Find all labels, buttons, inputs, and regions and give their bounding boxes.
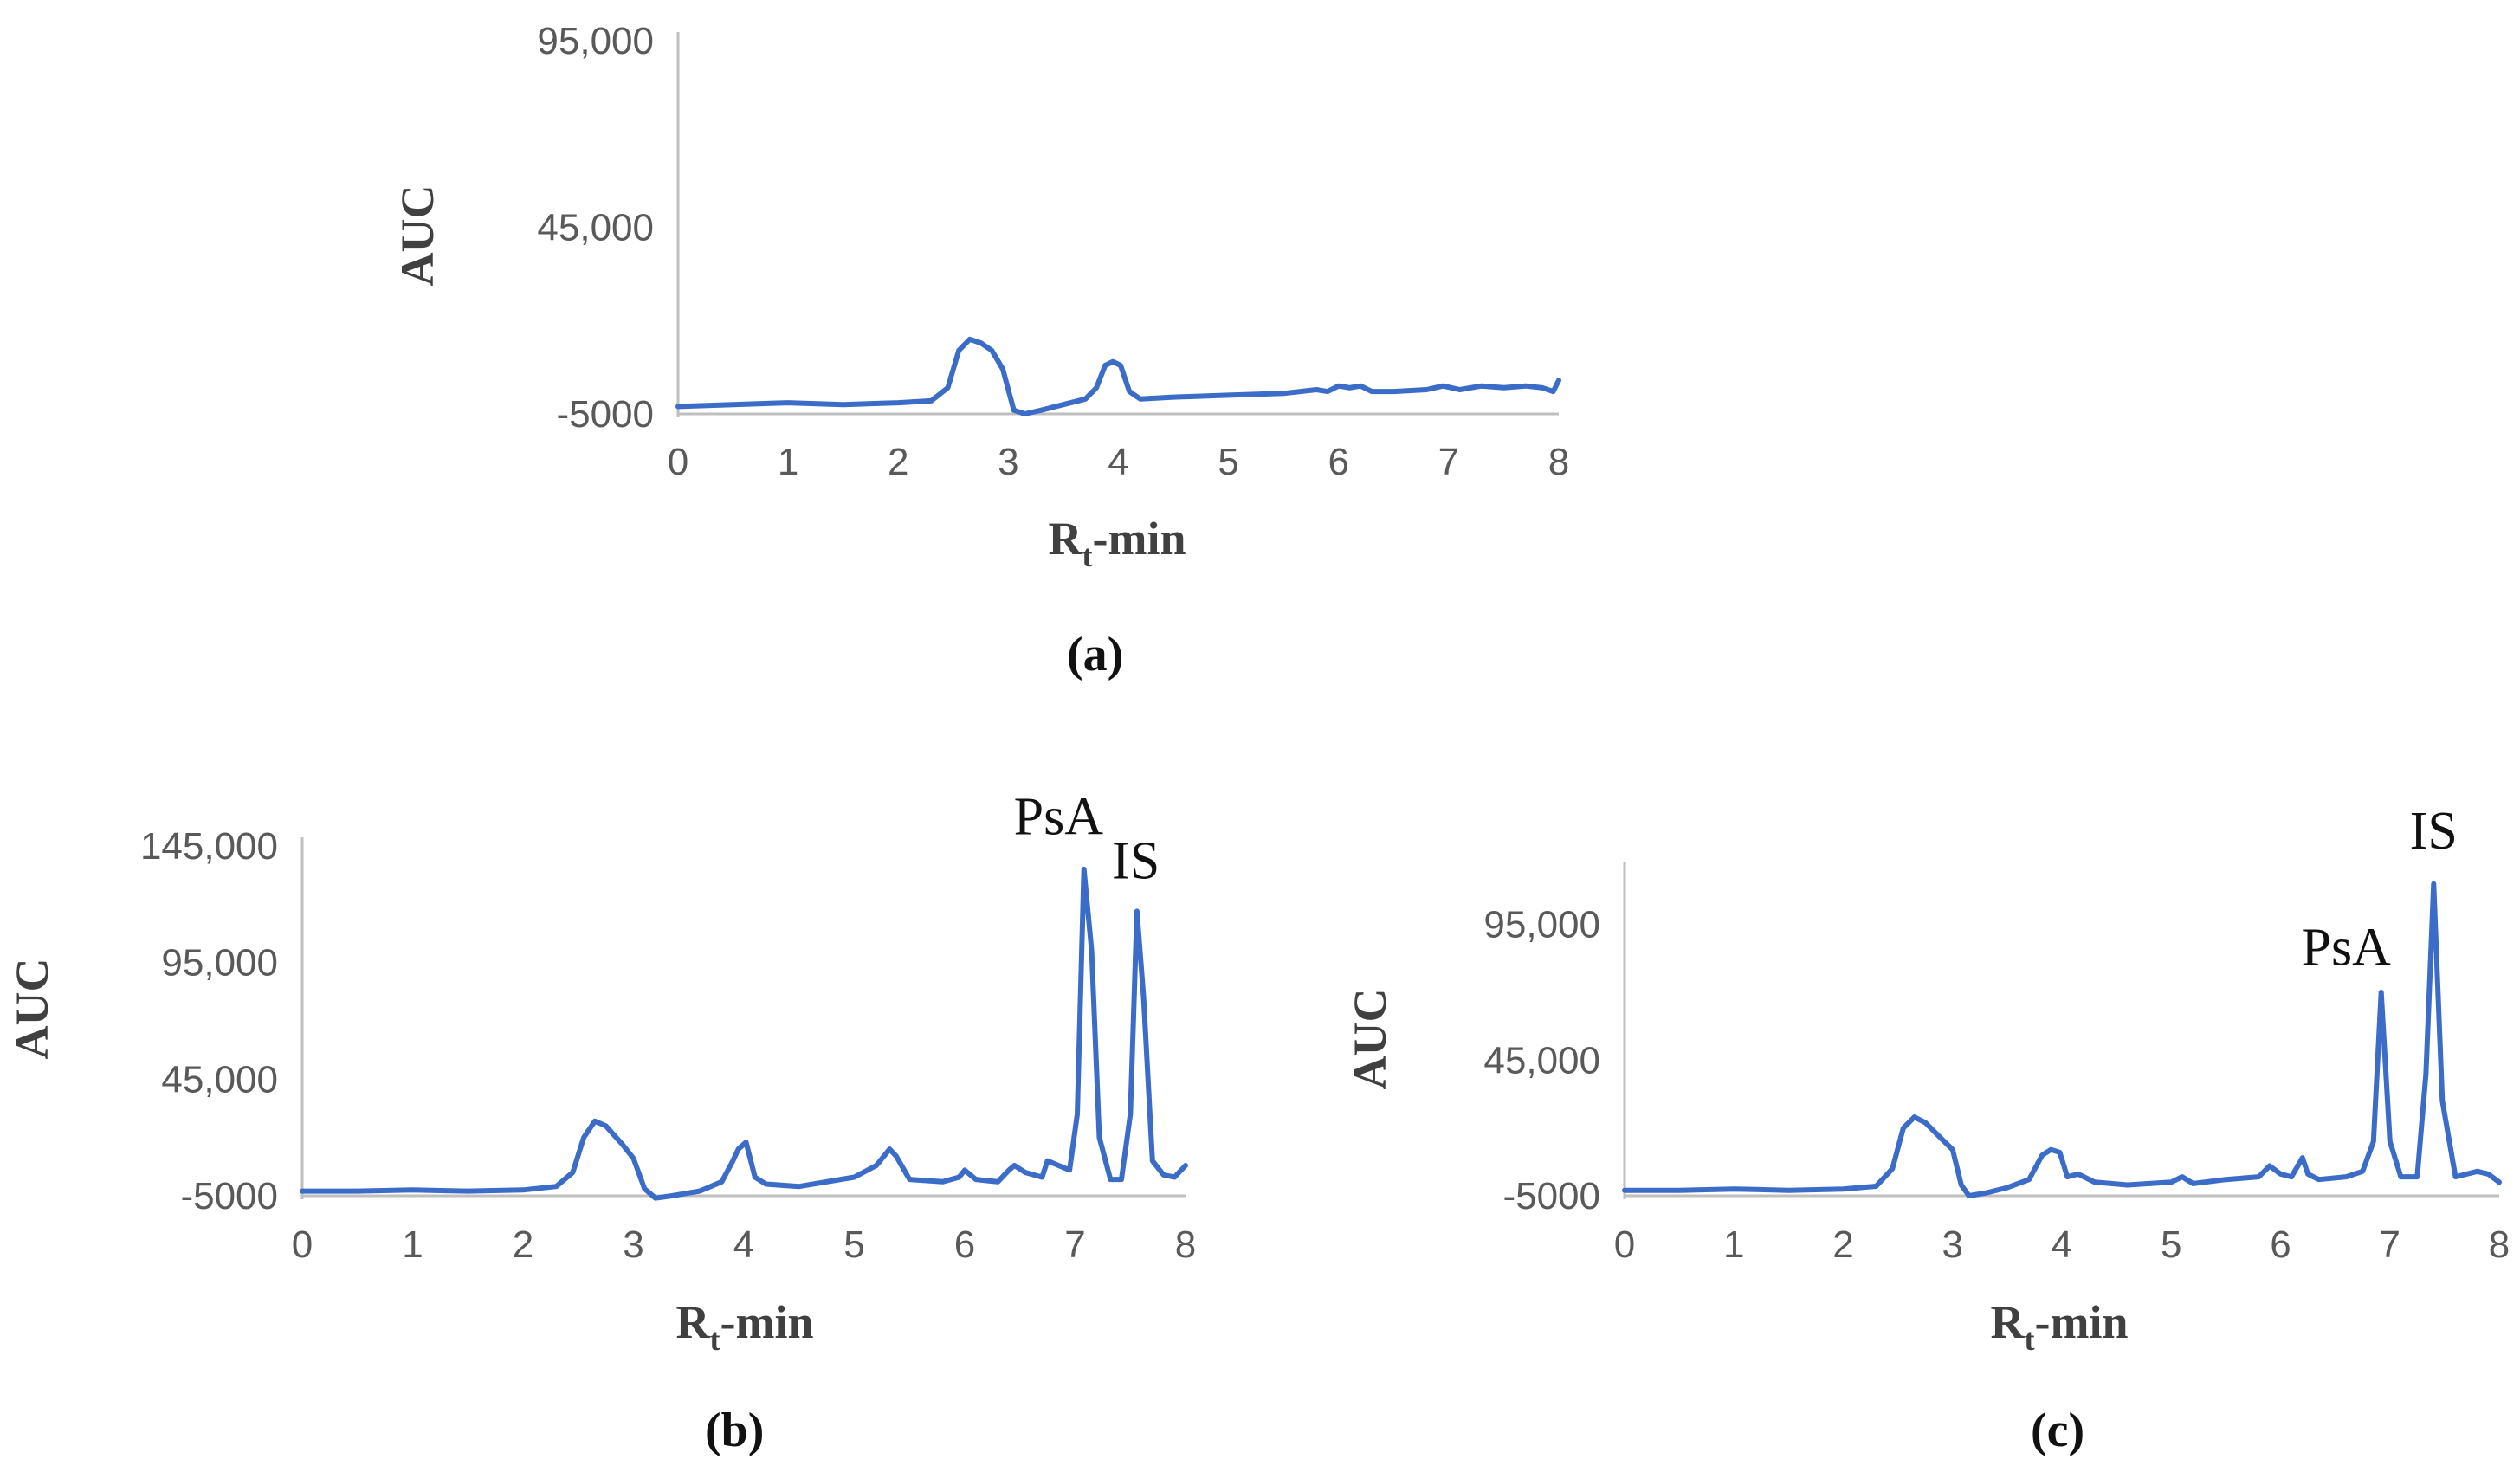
x-tick-label: 0 (292, 1223, 313, 1266)
y-axis-label: AUC (1344, 989, 1396, 1090)
y-tick-label: -5000 (180, 1175, 278, 1217)
x-tick-label: 3 (623, 1223, 643, 1266)
y-tick-label: 95,000 (1483, 904, 1600, 946)
y-tick-label: 95,000 (537, 20, 654, 62)
x-tick-label: 2 (513, 1223, 533, 1266)
x-tick-label: 6 (954, 1223, 975, 1266)
x-tick-label: 1 (1723, 1223, 1744, 1266)
x-axis-label: Rt-min (1049, 513, 1186, 573)
x-tick-label: 7 (2380, 1223, 2400, 1266)
x-tick-label: 4 (1108, 441, 1128, 483)
x-tick-label: 1 (778, 441, 798, 483)
x-tick-label: 6 (1328, 441, 1349, 483)
x-tick-label: 8 (1175, 1223, 1196, 1266)
x-tick-label: 0 (1614, 1223, 1635, 1266)
y-tick-label: 145,000 (140, 825, 278, 868)
caption-b: (b) (705, 1404, 765, 1457)
y-tick-label: -5000 (1502, 1175, 1600, 1217)
x-tick-label: 6 (2270, 1223, 2291, 1266)
x-tick-label: 4 (733, 1223, 754, 1266)
y-tick-label: 45,000 (161, 1058, 278, 1101)
x-tick-label: 7 (1438, 441, 1459, 483)
y-tick-label: 95,000 (161, 942, 278, 985)
x-tick-label: 0 (668, 441, 688, 483)
x-tick-label: 5 (1218, 441, 1238, 483)
x-tick-label: 5 (843, 1223, 864, 1266)
x-tick-label: 7 (1064, 1223, 1085, 1266)
x-tick-label: 8 (1548, 441, 1569, 483)
y-tick-label: -5000 (556, 393, 654, 436)
chromatogram-line (300, 866, 1188, 1201)
chromatogram-line (1622, 881, 2502, 1198)
y-tick-label: 45,000 (537, 207, 654, 249)
chart-a-svg: 95,000 45,000 -5000 0 1 2 3 4 5 6 7 8 AUC Rt-min (391, 20, 1569, 573)
chromatogram-line (675, 336, 1561, 416)
peak-annotation-psa: PsA (1014, 788, 1104, 847)
x-tick-label: 2 (1832, 1223, 1853, 1266)
y-tick-label: 45,000 (1483, 1039, 1600, 1081)
x-tick-label: 3 (998, 441, 1018, 483)
peak-annotation-is: IS (2410, 802, 2458, 861)
x-axis-label: Rt-min (1991, 1296, 2129, 1357)
x-tick-label: 4 (2052, 1223, 2072, 1266)
peak-annotation-is: IS (1112, 832, 1160, 891)
y-axis-label: AUC (391, 185, 443, 287)
caption-c: (c) (2031, 1404, 2085, 1457)
x-tick-label: 8 (2489, 1223, 2510, 1266)
x-tick-label: 2 (888, 441, 908, 483)
y-axis-label: AUC (6, 959, 58, 1060)
chart-panel-a: 95,000 45,000 -5000 0 1 2 3 4 5 6 7 8 AUC Rt-min (a) (391, 20, 1569, 681)
peak-annotation-psa: PsA (2302, 919, 2392, 978)
caption-a: (a) (1067, 628, 1124, 681)
x-tick-label: 1 (402, 1223, 423, 1266)
x-axis-label: Rt-min (676, 1296, 814, 1357)
x-tick-label: 5 (2161, 1223, 2181, 1266)
x-tick-label: 3 (1942, 1223, 1963, 1266)
